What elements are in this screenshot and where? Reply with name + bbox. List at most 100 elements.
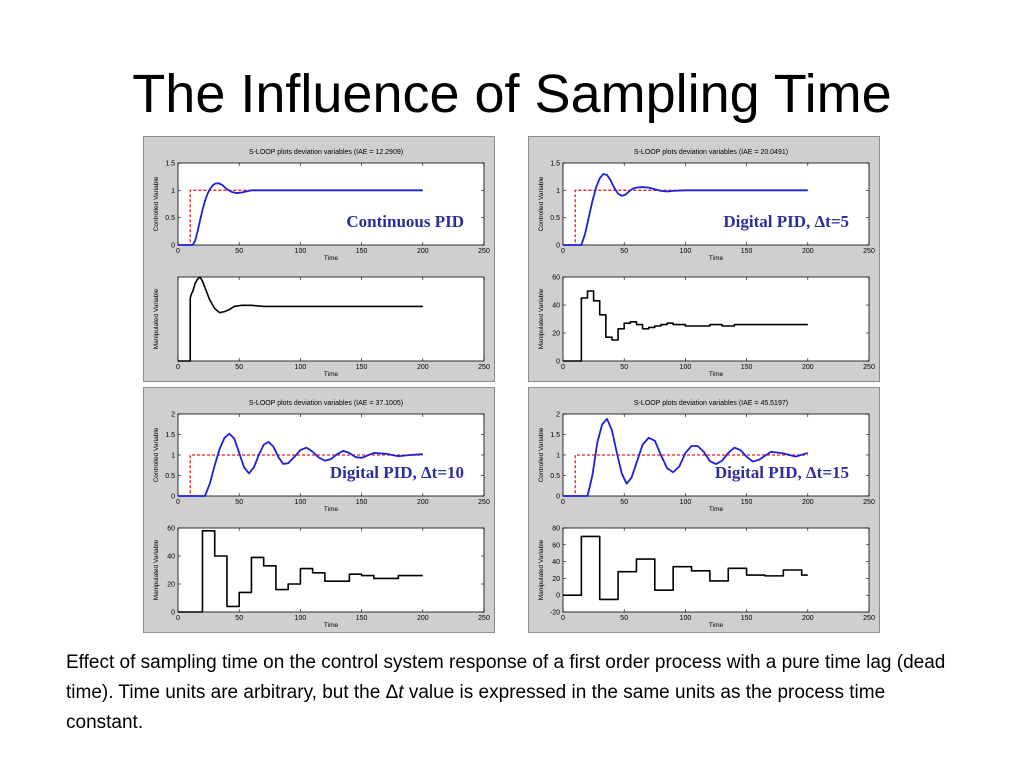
controlled-variable-line xyxy=(563,173,808,246)
panel-annotation: Continuous PID xyxy=(346,212,464,231)
caption-text-1: Effect of sampling time on the control s… xyxy=(66,652,946,703)
x-axis-label: Time xyxy=(709,371,724,378)
x-tick-label: 150 xyxy=(356,499,368,506)
x-tick-label: 50 xyxy=(620,364,628,371)
y-axis-label: Manipulated Variable xyxy=(153,539,160,600)
y-tick-label: -20 xyxy=(550,610,560,617)
x-axis-label: Time xyxy=(324,371,339,378)
y-tick-label: 1.5 xyxy=(550,432,560,439)
manipulated-variable-line xyxy=(178,276,423,362)
plot-area xyxy=(177,527,485,613)
chart-panel-dt5: S-LOOP plots deviation variables (IAE = … xyxy=(528,136,880,382)
chart-svg: S-LOOP plots deviation variables (IAE = … xyxy=(153,400,490,629)
manipulated-variable-line xyxy=(178,530,423,613)
y-axis-label: Manipulated Variable xyxy=(538,539,545,600)
panel-annotation: Digital PID, Δt=15 xyxy=(715,463,849,482)
x-tick-label: 250 xyxy=(863,364,875,371)
x-tick-label: 50 xyxy=(620,499,628,506)
x-tick-label: 0 xyxy=(561,364,565,371)
plot-area xyxy=(562,162,870,246)
x-tick-label: 250 xyxy=(478,499,490,506)
y-tick-label: 20 xyxy=(552,331,560,338)
y-tick-label: 0 xyxy=(556,593,560,600)
x-tick-label: 50 xyxy=(620,615,628,622)
y-tick-label: 1.5 xyxy=(165,161,175,168)
x-tick-label: 0 xyxy=(176,615,180,622)
x-tick-label: 200 xyxy=(802,364,814,371)
controlled-variable-line xyxy=(178,432,423,497)
y-axis-label: Manipulated Variable xyxy=(153,288,160,349)
manipulated-variable-line xyxy=(563,290,808,362)
y-tick-label: 0 xyxy=(171,610,175,617)
x-tick-label: 250 xyxy=(863,615,875,622)
x-tick-label: 200 xyxy=(417,248,429,255)
x-tick-label: 100 xyxy=(295,499,307,506)
panel-title: S-LOOP plots deviation variables (IAE = … xyxy=(634,400,788,407)
y-tick-label: 0.5 xyxy=(165,215,175,222)
x-tick-label: 50 xyxy=(235,248,243,255)
y-tick-label: 60 xyxy=(552,275,560,282)
y-tick-label: 0 xyxy=(171,243,175,250)
plot-area xyxy=(562,276,870,362)
x-tick-label: 0 xyxy=(176,248,180,255)
x-tick-label: 50 xyxy=(235,615,243,622)
x-tick-label: 0 xyxy=(561,615,565,622)
y-tick-label: 1 xyxy=(556,453,560,460)
x-tick-label: 200 xyxy=(802,615,814,622)
y-tick-label: 0.5 xyxy=(165,473,175,480)
y-tick-label: 1 xyxy=(556,188,560,195)
x-axis-label: Time xyxy=(709,255,724,262)
x-tick-label: 150 xyxy=(356,248,368,255)
chart-panel-continuous: S-LOOP plots deviation variables (IAE = … xyxy=(143,136,495,382)
x-tick-label: 250 xyxy=(863,499,875,506)
plot-area xyxy=(177,162,485,246)
y-tick-label: 80 xyxy=(552,526,560,533)
y-tick-label: 60 xyxy=(552,542,560,549)
x-tick-label: 50 xyxy=(235,364,243,371)
plot-area xyxy=(562,527,870,613)
y-tick-label: 60 xyxy=(167,526,175,533)
x-axis-label: Time xyxy=(709,506,724,513)
x-tick-label: 100 xyxy=(680,248,692,255)
x-tick-label: 250 xyxy=(478,248,490,255)
panel-annotation: Digital PID, Δt=10 xyxy=(330,463,464,482)
y-tick-label: 0.5 xyxy=(550,215,560,222)
caption: Effect of sampling time on the control s… xyxy=(66,648,966,738)
y-axis-label: Controlled Variable xyxy=(153,427,160,482)
panel-title: S-LOOP plots deviation variables (IAE = … xyxy=(249,149,403,156)
y-axis-label: Controlled Variable xyxy=(538,176,545,231)
y-axis-label: Controlled Variable xyxy=(153,176,160,231)
x-tick-label: 150 xyxy=(741,615,753,622)
x-tick-label: 200 xyxy=(417,364,429,371)
x-tick-label: 150 xyxy=(741,364,753,371)
x-tick-label: 200 xyxy=(802,499,814,506)
y-tick-label: 40 xyxy=(552,559,560,566)
x-tick-label: 150 xyxy=(356,615,368,622)
x-tick-label: 100 xyxy=(295,364,307,371)
controlled-variable-line xyxy=(563,418,809,497)
x-tick-label: 200 xyxy=(417,499,429,506)
y-tick-label: 0 xyxy=(556,359,560,366)
x-tick-label: 50 xyxy=(620,248,628,255)
x-axis-label: Time xyxy=(324,622,339,629)
manipulated-variable-line xyxy=(563,535,808,601)
y-tick-label: 0 xyxy=(556,243,560,250)
x-tick-label: 0 xyxy=(176,499,180,506)
slide-title: The Influence of Sampling Time xyxy=(132,64,892,124)
y-axis-label: Controlled Variable xyxy=(538,427,545,482)
x-tick-label: 100 xyxy=(680,364,692,371)
y-tick-label: 1 xyxy=(171,453,175,460)
chart-panel-dt10: S-LOOP plots deviation variables (IAE = … xyxy=(143,387,495,633)
panel-title: S-LOOP plots deviation variables (IAE = … xyxy=(249,400,403,407)
y-tick-label: 1 xyxy=(171,188,175,195)
controlled-variable-line xyxy=(178,182,423,246)
x-tick-label: 50 xyxy=(235,499,243,506)
x-tick-label: 150 xyxy=(356,364,368,371)
x-tick-label: 250 xyxy=(478,364,490,371)
panel-title: S-LOOP plots deviation variables (IAE = … xyxy=(634,149,788,156)
x-axis-label: Time xyxy=(324,506,339,513)
y-tick-label: 0 xyxy=(556,494,560,501)
chart-svg: S-LOOP plots deviation variables (IAE = … xyxy=(538,149,875,378)
x-tick-label: 100 xyxy=(680,615,692,622)
caption-text-italic-t: t xyxy=(398,682,404,703)
